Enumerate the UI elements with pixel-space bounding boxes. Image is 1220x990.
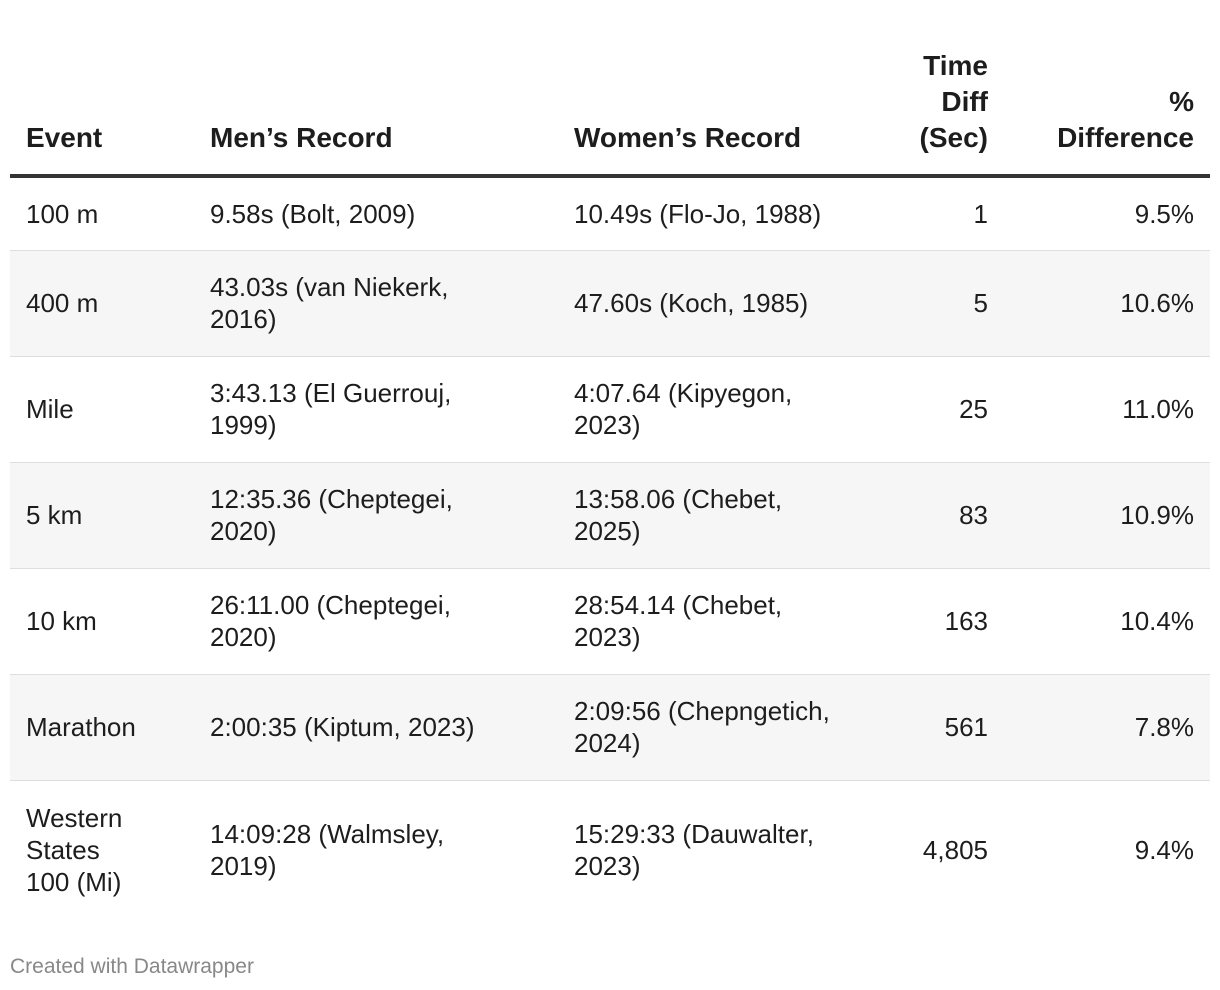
cell-event-line: States	[26, 835, 100, 866]
cell-event: 10 km	[10, 568, 194, 675]
cell-mens-record-line: 1999)	[210, 410, 277, 440]
header-time-diff: Time Diff (Sec)	[892, 44, 1002, 178]
cell-womens-record-line: 2024)	[574, 728, 641, 758]
cell-percent-difference: 7.8%	[1002, 674, 1210, 781]
cell-event: 5 km	[10, 462, 194, 569]
header-womens-record: Women’s Record	[558, 44, 892, 178]
cell-mens-record-line: 2019)	[210, 851, 277, 882]
table-row: Mile 3:43.13 (El Guerrouj, 1999) 4:07.64 (K…	[10, 356, 1210, 463]
cell-mens-record-line: 26:11.00 (Cheptegei,	[210, 590, 451, 620]
cell-mens-record-line: 14:09:28 (Walmsley,	[210, 819, 445, 850]
cell-mens-record-line: 2:00:35 (Kiptum, 2023)	[210, 712, 475, 742]
cell-womens-record-line: 28:54.14 (Chebet,	[574, 590, 783, 620]
cell-mens-record-line: 3:43.13 (El Guerrouj,	[210, 378, 452, 408]
cell-event-line: Marathon	[26, 712, 136, 742]
cell-event: Western States 100 (Mi)	[10, 780, 194, 920]
header-event: Event	[10, 44, 194, 178]
cell-percent-difference: 9.5%	[1002, 176, 1210, 251]
table-row: 10 km 26:11.00 (Cheptegei, 2020) 28:54.14 (…	[10, 568, 1210, 675]
table-body: 100 m 9.58s (Bolt, 2009) 10.49s (Flo-Jo, 1…	[10, 176, 1210, 920]
cell-womens-record: 15:29:33 (Dauwalter, 2023)	[558, 780, 892, 920]
cell-mens-record-line: 12:35.36 (Cheptegei,	[210, 484, 453, 514]
header-mens-record: Men’s Record	[194, 44, 558, 178]
cell-event: Marathon	[10, 674, 194, 781]
cell-time-diff: 5	[892, 250, 1002, 357]
cell-mens-record-line: 2020)	[210, 622, 277, 652]
cell-time-diff: 83	[892, 462, 1002, 569]
cell-time-diff: 1	[892, 176, 1002, 251]
header-percent-difference: % Difference	[1002, 44, 1210, 178]
table-row: 400 m 43.03s (van Niekerk, 2016) 47.60s (Ko…	[10, 250, 1210, 357]
cell-event-line: 100 (Mi)	[26, 867, 122, 898]
cell-event: Mile	[10, 356, 194, 463]
cell-mens-record: 43.03s (van Niekerk, 2016)	[194, 250, 558, 357]
cell-mens-record-line: 43.03s (van Niekerk,	[210, 272, 449, 302]
table-row: Western States 100 (Mi) 14:09:28 (Walmsley,…	[10, 780, 1210, 920]
cell-womens-record: 28:54.14 (Chebet, 2023)	[558, 568, 892, 675]
cell-womens-record-line: 2023)	[574, 851, 641, 882]
cell-event-line: Western	[26, 803, 123, 834]
cell-percent-difference: 10.6%	[1002, 250, 1210, 357]
cell-womens-record: 4:07.64 (Kipyegon, 2023)	[558, 356, 892, 463]
cell-womens-record-line: 13:58.06 (Chebet,	[574, 484, 783, 514]
cell-womens-record-line: 2:09:56 (Chepngetich,	[574, 696, 830, 726]
cell-womens-record: 2:09:56 (Chepngetich, 2024)	[558, 674, 892, 781]
cell-event: 100 m	[10, 176, 194, 251]
cell-womens-record-line: 2023)	[574, 410, 641, 440]
header-diff-line: Diff	[941, 86, 988, 117]
cell-mens-record-line: 2020)	[210, 516, 277, 546]
cell-event: 400 m	[10, 250, 194, 357]
cell-event-line: 400 m	[26, 288, 99, 318]
cell-time-diff: 4,805	[922, 835, 988, 866]
header-pct-line: %	[1169, 86, 1194, 117]
table-row: 100 m 9.58s (Bolt, 2009) 10.49s (Flo-Jo, 1…	[10, 176, 1210, 251]
cell-time-diff: 561	[892, 674, 1002, 781]
cell-womens-record-line: 15:29:33 (Dauwalter,	[574, 819, 814, 850]
cell-mens-record: 12:35.36 (Cheptegei, 2020)	[194, 462, 558, 569]
cell-mens-record: 14:09:28 (Walmsley, 2019)	[194, 780, 558, 920]
cell-mens-record: 26:11.00 (Cheptegei, 2020)	[194, 568, 558, 675]
cell-percent-difference: 10.9%	[1002, 462, 1210, 569]
cell-time-diff: 25	[892, 356, 1002, 463]
header-women-line: Women’s Record	[574, 122, 802, 153]
cell-womens-record-line: 47.60s (Koch, 1985)	[574, 288, 809, 318]
header-event-line: Event	[26, 122, 103, 153]
header-pct-line: Difference	[1057, 122, 1194, 153]
header-men-line: Men’s Record	[210, 122, 393, 153]
records-table: Event Men’s Record Women’s Record Time Di…	[10, 44, 1210, 920]
cell-womens-record: 47.60s (Koch, 1985)	[558, 250, 892, 357]
datawrapper-credit: Created with Datawrapper	[10, 955, 254, 978]
cell-womens-record-line: 2023)	[574, 622, 641, 652]
header-row: Event Men’s Record Women’s Record Time Di…	[10, 44, 1210, 178]
table-row: Marathon 2:00:35 (Kiptum, 2023) 2:09:56 (C…	[10, 674, 1210, 781]
cell-womens-record-line: 2025)	[574, 516, 641, 546]
cell-mens-record-line: 9.58s (Bolt, 2009)	[210, 198, 416, 229]
cell-womens-record-line: 10.49s (Flo-Jo, 1988)	[574, 198, 822, 229]
cell-mens-record-line: 2016)	[210, 304, 277, 334]
cell-event-line: 10 km	[26, 606, 97, 636]
cell-time-diff: 163	[892, 568, 1002, 675]
header-diff-line: (Sec)	[919, 122, 988, 153]
cell-percent-difference: 9.4%	[1134, 835, 1194, 866]
cell-womens-record: 10.49s (Flo-Jo, 1988)	[558, 176, 892, 251]
cell-womens-record: 13:58.06 (Chebet, 2025)	[558, 462, 892, 569]
records-table-container: Event Men’s Record Women’s Record Time Di…	[10, 44, 1210, 920]
cell-event-line: 100 m	[26, 198, 99, 229]
table-row: 5 km 12:35.36 (Cheptegei, 2020) 13:58.06 (C…	[10, 462, 1210, 569]
cell-percent-difference: 10.4%	[1002, 568, 1210, 675]
cell-mens-record: 3:43.13 (El Guerrouj, 1999)	[194, 356, 558, 463]
cell-mens-record: 2:00:35 (Kiptum, 2023)	[194, 674, 558, 781]
cell-mens-record: 9.58s (Bolt, 2009)	[194, 176, 558, 251]
cell-percent-difference: 11.0%	[1002, 356, 1210, 463]
header-diff-line: Time	[923, 50, 988, 81]
cell-event-line: 5 km	[26, 500, 83, 530]
cell-womens-record-line: 4:07.64 (Kipyegon,	[574, 378, 793, 408]
cell-event-line: Mile	[26, 394, 74, 424]
